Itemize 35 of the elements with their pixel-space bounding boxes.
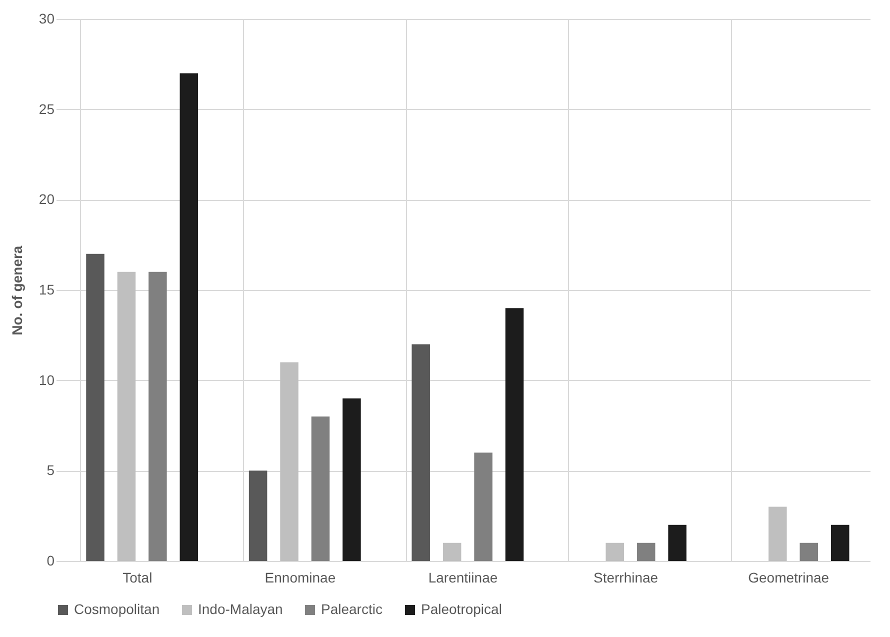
x-tick-label: Ennominae: [264, 570, 336, 586]
legend-label: Indo-Malayan: [198, 601, 283, 617]
bar: [180, 73, 198, 561]
bar: [442, 542, 462, 561]
bar: [86, 254, 104, 561]
bar: [412, 344, 430, 561]
bar: [768, 506, 787, 561]
bar: [280, 362, 298, 561]
bar: [668, 524, 686, 561]
y-tick-label: 30: [38, 10, 55, 26]
bar: [474, 452, 492, 561]
bar: [248, 470, 268, 561]
y-tick-label: 15: [38, 282, 55, 298]
x-tick-label: Total: [122, 570, 152, 586]
legend-label: Cosmopolitan: [74, 601, 160, 617]
bar: [505, 308, 524, 561]
bar: [636, 542, 656, 561]
bar: [117, 272, 136, 561]
bar: [606, 542, 624, 561]
y-tick-label: 10: [38, 372, 55, 388]
y-tick-label: 5: [46, 462, 55, 478]
legend-label: Palearctic: [321, 601, 382, 617]
x-tick-label: Larentiinae: [428, 570, 498, 586]
y-tick-label: 20: [38, 191, 55, 208]
legend-label: Paleotropical: [421, 601, 502, 617]
bar: [311, 416, 330, 561]
bar: [342, 398, 361, 561]
x-tick-label: Geometrinae: [748, 570, 830, 586]
y-tick-label: 25: [38, 100, 55, 117]
x-tick-label: Sterrhinae: [594, 570, 658, 586]
bar: [148, 272, 167, 561]
y-axis-title: No. of genera: [8, 246, 25, 336]
bar: [830, 524, 850, 561]
y-tick-label: 0: [46, 552, 55, 568]
bar: [800, 542, 818, 561]
